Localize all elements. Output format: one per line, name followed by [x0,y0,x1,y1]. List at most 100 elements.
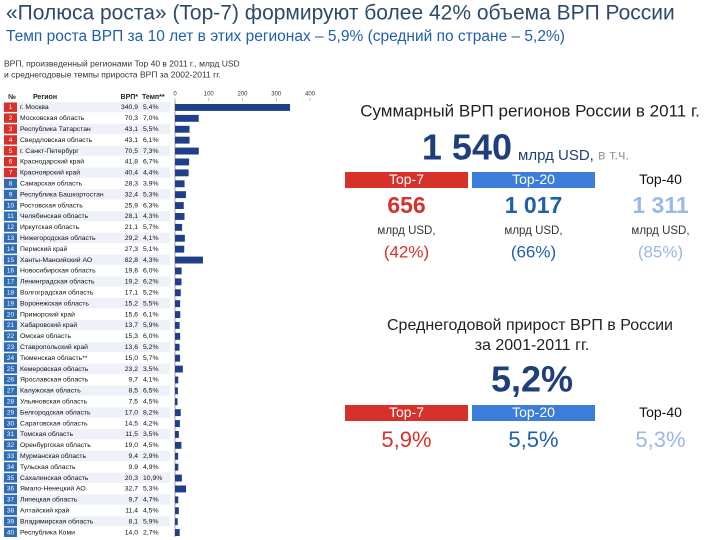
rank-box [4,494,17,505]
rank-box [4,276,17,287]
rank: 36 [7,486,15,493]
grp-bar [175,234,185,242]
grp-bar [175,452,179,460]
grp-value: 15,3 [125,333,138,340]
rank: 18 [7,289,15,296]
growth-total: 5,2% [491,359,573,400]
region-name: Самарская область [20,180,82,188]
region-name: Ленинградская область [20,278,95,286]
rank-box [4,451,17,461]
grp-bar [175,485,187,493]
rank: 2 [9,115,13,122]
region-name: Челябинская область [20,212,89,220]
grp-value: 19,6 [125,268,138,275]
group-header [345,405,468,421]
grp-bar [175,518,178,526]
row-bg [2,330,170,342]
growth-value: 5,5% [143,300,159,307]
row-bg [2,407,170,418]
grp-bar [175,387,178,395]
rank: 32 [7,442,15,449]
rank-box [4,255,17,265]
rank-box [4,287,17,298]
growth-title: Среднегодовой прирост ВРП в России [387,317,673,334]
group-unit: млрд USD, [377,225,435,237]
growth-value: 7,0% [143,115,159,122]
rank-box [4,113,17,123]
rank: 40 [7,529,15,536]
rank: 25 [7,366,15,373]
grp-bar [175,431,179,438]
row-bg [2,483,170,494]
rank: 15 [7,257,15,264]
rank: 20 [7,311,15,318]
rank: 28 [7,398,15,405]
rank: 17 [7,279,15,286]
rank-box [4,178,17,189]
row-bg [2,309,170,320]
region-name: г. Санкт-Петербург [20,147,79,155]
subtitle: Темп роста ВРП за 10 лет в этих регионах… [6,28,565,45]
row-bg [2,505,170,516]
axis-tick-label: 0 [173,92,177,98]
group-value: 5,3% [635,427,685,452]
column-header: № [8,93,16,101]
growth-title: за 2001-2011 гг. [475,337,590,354]
grp-value: 9,7 [129,377,139,384]
growth-value: 4,3% [143,257,159,264]
table-note: и среднегодовые темпы прироста ВРП за 20… [4,69,221,79]
rank-box [4,146,17,156]
group-name: Top-40 [639,404,682,420]
rank: 33 [7,453,15,460]
grp-bar [175,223,183,231]
region-name: Ставропольский край [20,343,88,351]
growth-value: 5,9% [143,322,159,329]
row-bg [2,189,170,200]
growth-value: 4,7% [143,497,159,504]
growth-value: 10,9% [143,475,162,482]
rank-box [4,189,17,200]
growth-value: 5,5% [143,126,159,133]
row-bg [2,254,170,265]
group-unit: млрд USD, [504,225,562,237]
rank-box [4,102,17,112]
group-value: 656 [387,192,425,218]
rank-box [4,320,17,330]
region-name: Республика Башкортостан [20,190,104,198]
grp-bar [175,213,185,220]
region-name: Новосибирская область [20,267,96,275]
growth-value: 4,1% [143,377,159,384]
region-name: Ульяновская область [20,398,88,406]
row-bg [2,123,170,135]
rank: 27 [7,388,15,395]
row-bg [2,221,170,233]
grp-bar [175,267,182,275]
grp-value: 8,5 [129,388,139,395]
row-bg [2,167,170,178]
grp-value: 15,6 [125,311,138,318]
grp-bar [175,256,203,264]
grp-bar [175,474,182,482]
rank-box [4,375,17,385]
region-name: Алтайский край [20,507,70,515]
rank: 31 [7,431,15,438]
rank-box [4,266,17,276]
grp-value: 25,9 [125,202,138,209]
growth-value: 3,5% [143,431,159,438]
region-name: Оренбургская область [20,441,91,449]
rank: 19 [7,300,15,307]
group-name: Top-20 [512,404,555,420]
region-name: Мурманская область [20,452,87,460]
row-bg [2,265,170,276]
rank: 10 [7,202,15,209]
grp-bar [175,289,181,297]
growth-value: 6,3% [143,202,159,209]
rank: 14 [7,246,15,253]
growth-value: 5,3% [143,191,159,198]
growth-value: 4,9% [143,464,159,471]
row-bg [2,243,170,254]
rank-box [4,211,17,221]
region-name: Ямало-Ненецкий АО [20,485,86,493]
region-name: Липецкая область [20,496,78,504]
